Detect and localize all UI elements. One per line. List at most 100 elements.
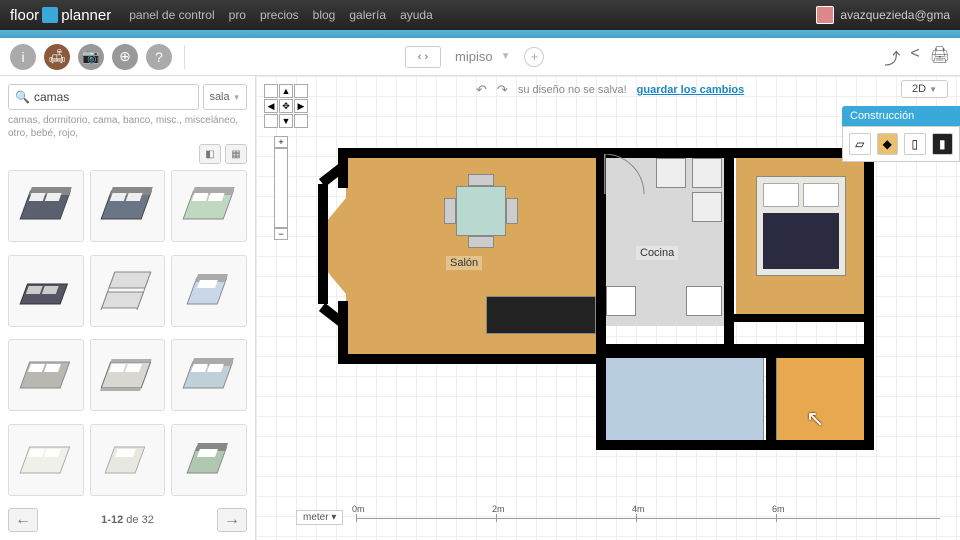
wall [734,314,868,322]
nav-galeria[interactable]: galería [349,8,386,22]
search-input[interactable] [34,90,192,104]
sofa[interactable] [486,296,596,334]
room-blue[interactable] [604,356,764,446]
zoom-slider[interactable] [274,148,288,228]
zoom-control[interactable]: + − [274,136,288,240]
nav-pro[interactable]: pro [229,8,246,22]
room-cocina-label: Cocina [636,246,678,260]
view-3d-toggle[interactable]: ◧ [199,144,221,164]
door-tool-icon[interactable]: ▮ [932,133,954,155]
chevron-down-icon[interactable]: ▼ [501,51,511,62]
nav-ayuda[interactable]: ayuda [400,8,433,22]
undo-icon[interactable]: ↶ [476,82,487,98]
filter-dropdown[interactable]: sala ▼ [203,84,247,110]
view-2d-toggle[interactable]: ▦ [225,144,247,164]
save-link[interactable]: guardar los cambios [637,84,745,96]
search-input-wrap[interactable]: 🔍 [8,84,199,110]
counter[interactable] [692,192,722,222]
logo[interactable]: floor planner [10,7,111,24]
furniture-thumb[interactable] [8,339,84,411]
furniture-thumb[interactable] [171,339,247,411]
furniture-thumb[interactable] [90,170,166,242]
logo-text-2: planner [61,7,111,24]
furniture-thumb[interactable] [90,255,166,327]
photo-icon[interactable]: 📷 [78,44,104,70]
ruler: meter ▾ 0m 2m 4m 6m [296,510,940,528]
furniture-icon[interactable]: 🛋 [44,44,70,70]
floorplan-canvas[interactable]: ↶ ↷ su diseño no se salva! guardar los c… [256,76,960,540]
construction-panel: Construcción ▱ ◆ ▯ ▮ [842,106,960,162]
goal-icon[interactable]: ⊕ [112,44,138,70]
dining-table[interactable] [456,186,506,236]
pan-control[interactable]: ▲ ◀✥▶ ▼ [264,84,308,128]
fridge[interactable] [606,286,636,316]
accent-bar [0,30,960,38]
status-bar: ↶ ↷ su diseño no se salva! guardar los c… [476,82,744,98]
zoom-in-button[interactable]: + [274,136,288,148]
share-icon[interactable]: < [910,45,919,69]
wall-tool-icon[interactable]: ▱ [849,133,871,155]
floorplan: Salón Cocina Dormitorio [316,126,876,446]
furniture-thumb[interactable] [8,255,84,327]
nav-precios[interactable]: precios [260,8,299,22]
sink[interactable] [656,158,686,188]
room-orange[interactable] [776,356,866,446]
ruler-tick-label: 2m [492,504,505,514]
chevron-down-icon: ▼ [233,93,241,102]
chair[interactable] [506,198,518,224]
furniture-thumb[interactable] [90,424,166,496]
info-icon[interactable]: i [10,44,36,70]
redo-icon[interactable]: ↷ [497,82,508,98]
nav-panel[interactable]: panel de control [129,8,214,22]
project-name[interactable]: mipiso [455,49,493,64]
wall [596,344,874,358]
construction-header: Construcción [842,106,960,126]
separator [184,45,185,69]
furniture-thumb[interactable] [171,424,247,496]
furniture-thumb[interactable] [171,170,247,242]
unsaved-warning: su diseño no se salva! [518,84,627,96]
wall [338,354,604,364]
floor-tool-icon[interactable]: ◆ [877,133,899,155]
logo-icon [42,7,58,23]
export-icon[interactable]: ⤴ [884,45,900,69]
wall [596,440,874,450]
page-of: de [126,514,138,526]
door[interactable] [604,154,654,204]
ruler-unit-dropdown[interactable]: meter ▾ [296,510,343,525]
print-icon[interactable]: 🖨 [930,45,950,69]
page-indicator: 1-12 de 32 [101,514,154,526]
chair[interactable] [468,174,494,186]
chair[interactable] [444,198,456,224]
add-floor-button[interactable]: + [524,47,544,67]
wall [318,184,328,304]
furniture-thumb[interactable] [8,424,84,496]
help-icon[interactable]: ? [146,44,172,70]
furniture-thumb[interactable] [90,339,166,411]
view-mode-label: 2D [912,83,926,95]
wall [724,148,734,348]
logo-text-1: floor [10,7,39,24]
bed[interactable] [756,176,846,276]
washer[interactable] [686,286,722,316]
next-page-button[interactable]: → [217,508,247,532]
zoom-out-button[interactable]: − [274,228,288,240]
furniture-thumb[interactable] [8,170,84,242]
user-menu[interactable]: avazquezieda@gma [816,6,950,24]
stove[interactable] [692,158,722,188]
ruler-unit-label: meter [303,512,329,523]
main-toolbar: i 🛋 📷 ⊕ ? ‹ › mipiso ▼ + ⤴ < 🖨 [0,38,960,76]
view-nav-button[interactable]: ‹ › [405,46,441,68]
view-mode-dropdown[interactable]: 2D ▼ [901,80,948,98]
chair[interactable] [468,236,494,248]
filter-label: sala [209,91,229,103]
prev-page-button[interactable]: ← [8,508,38,532]
wall [596,354,606,446]
room-salon-ext [326,186,356,306]
room-salon-label: Salón [446,256,482,270]
nav-blog[interactable]: blog [313,8,336,22]
furniture-thumb[interactable] [171,255,247,327]
window-tool-icon[interactable]: ▯ [904,133,926,155]
wall [338,301,348,361]
search-tags: camas, dormitorio, cama, banco, misc., m… [8,114,247,140]
